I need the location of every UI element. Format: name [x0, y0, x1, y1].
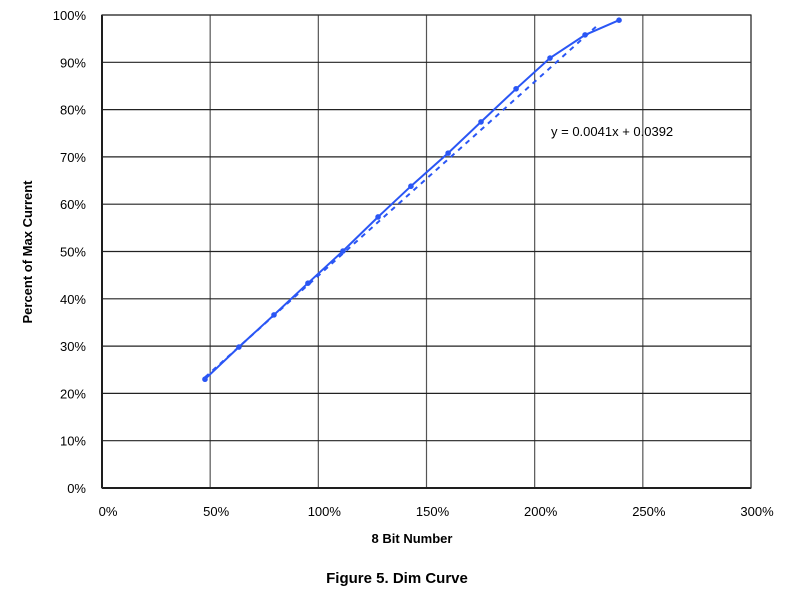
data-point-marker	[445, 150, 451, 156]
y-tick-label: 100%	[53, 8, 87, 23]
x-tick-label: 50%	[203, 504, 229, 519]
x-tick-label: 250%	[632, 504, 666, 519]
data-point-marker	[616, 17, 622, 24]
y-tick-label: 40%	[60, 292, 86, 307]
data-point-marker	[340, 248, 346, 254]
grid-lines	[101, 14, 752, 489]
data-point-marker	[408, 183, 414, 190]
y-axis-title: Percent of Max Current	[20, 180, 35, 324]
measured-line	[204, 19, 620, 380]
data-point-marker	[513, 85, 519, 92]
y-tick-label: 10%	[60, 434, 86, 449]
x-tick-label: 0%	[99, 504, 118, 519]
y-tick-label: 90%	[60, 55, 86, 70]
x-tick-label: 150%	[416, 504, 450, 519]
data-point-marker	[375, 214, 381, 220]
y-tick-label: 20%	[60, 386, 86, 401]
y-tick-label: 30%	[60, 339, 86, 354]
data-point-marker	[478, 119, 484, 125]
x-axis-ticks: 0% 50% 100% 150% 200% 250% 300%	[99, 504, 774, 519]
data-series	[202, 17, 622, 383]
data-point-marker	[305, 280, 311, 286]
figure-caption: Figure 5. Dim Curve	[326, 570, 468, 587]
x-tick-label: 100%	[308, 504, 342, 519]
y-tick-label: 50%	[60, 245, 86, 260]
trendline	[204, 22, 601, 379]
y-tick-label: 70%	[60, 150, 86, 165]
y-tick-label: 0%	[67, 481, 86, 496]
x-tick-label: 200%	[524, 504, 558, 519]
data-point-marker	[547, 55, 553, 61]
x-tick-label: 300%	[740, 504, 774, 519]
y-tick-label: 80%	[60, 103, 86, 118]
y-axis-ticks: 0% 10% 20% 30% 40% 50% 60% 70% 80% 90% 100%	[53, 8, 87, 496]
x-axis-title: 8 Bit Number	[372, 531, 453, 546]
trendline-equation: y = 0.0041x + 0.0392	[551, 124, 673, 139]
data-point-marker	[202, 376, 208, 383]
y-tick-label: 60%	[60, 197, 86, 212]
